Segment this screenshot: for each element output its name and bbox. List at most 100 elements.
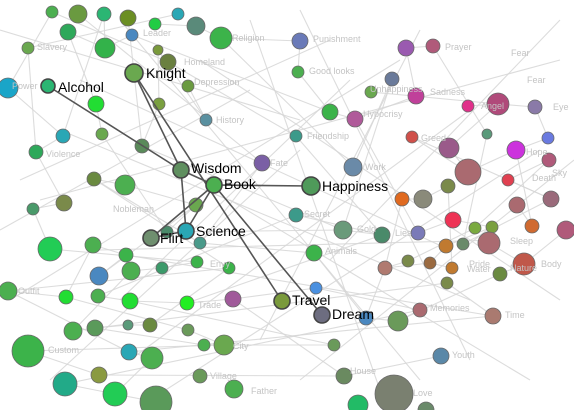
graph-node[interactable] (89, 266, 109, 286)
graph-node[interactable] (87, 95, 105, 113)
graph-node[interactable] (193, 236, 207, 250)
graph-node[interactable] (0, 77, 19, 99)
graph-node[interactable] (90, 366, 108, 384)
graph-node[interactable] (347, 394, 369, 410)
graph-node[interactable] (374, 374, 414, 410)
graph-node[interactable] (197, 338, 211, 352)
graph-node[interactable] (501, 173, 515, 187)
graph-node[interactable] (11, 334, 45, 368)
graph-node[interactable] (358, 310, 374, 326)
graph-node[interactable] (401, 254, 415, 268)
graph-node[interactable] (114, 174, 136, 196)
graph-node[interactable] (121, 261, 141, 281)
graph-node[interactable] (454, 158, 482, 186)
graph-node[interactable] (445, 261, 459, 275)
graph-node[interactable] (440, 178, 456, 194)
graph-node[interactable] (0, 281, 18, 301)
graph-node[interactable] (524, 218, 540, 234)
graph-node[interactable] (492, 266, 508, 282)
graph-node[interactable] (121, 292, 139, 310)
graph-node[interactable] (305, 244, 323, 262)
graph-node[interactable] (120, 343, 138, 361)
graph-node[interactable] (438, 137, 460, 159)
graph-node[interactable] (412, 302, 428, 318)
graph-node[interactable] (438, 238, 454, 254)
graph-node[interactable] (377, 260, 393, 276)
graph-node[interactable] (148, 17, 162, 31)
graph-node[interactable] (58, 289, 74, 305)
graph-node[interactable] (364, 85, 378, 99)
graph-node[interactable] (152, 44, 164, 56)
graph-node[interactable] (291, 65, 305, 79)
graph-node[interactable] (199, 113, 213, 127)
node-dream[interactable] (313, 306, 331, 324)
graph-node[interactable] (417, 401, 435, 410)
graph-node[interactable] (506, 140, 526, 160)
graph-node[interactable] (224, 379, 244, 399)
graph-node[interactable] (119, 9, 137, 27)
graph-node[interactable] (556, 220, 574, 240)
graph-node[interactable] (413, 189, 433, 209)
graph-node[interactable] (384, 71, 400, 87)
graph-node[interactable] (140, 346, 164, 370)
graph-node[interactable] (102, 381, 128, 407)
graph-node[interactable] (508, 196, 526, 214)
graph-node[interactable] (96, 6, 112, 22)
graph-node[interactable] (55, 128, 71, 144)
graph-node[interactable] (86, 171, 102, 187)
graph-node[interactable] (425, 38, 441, 54)
graph-node[interactable] (394, 191, 410, 207)
graph-node[interactable] (321, 103, 339, 121)
node-happiness[interactable] (301, 176, 321, 196)
graph-node[interactable] (405, 130, 419, 144)
graph-node[interactable] (456, 237, 470, 251)
graph-node[interactable] (397, 39, 415, 57)
graph-node[interactable] (186, 16, 206, 36)
graph-node[interactable] (155, 261, 169, 275)
graph-node[interactable] (288, 207, 304, 223)
graph-node[interactable] (209, 26, 233, 50)
graph-node[interactable] (541, 131, 555, 145)
node-science[interactable] (177, 222, 195, 240)
graph-node[interactable] (512, 252, 536, 276)
graph-node[interactable] (63, 321, 83, 341)
graph-node[interactable] (542, 190, 560, 208)
graph-node[interactable] (52, 371, 78, 397)
graph-node[interactable] (486, 92, 510, 116)
graph-node[interactable] (481, 128, 493, 140)
graph-node[interactable] (461, 99, 475, 113)
graph-node[interactable] (118, 247, 134, 263)
graph-node[interactable] (86, 319, 104, 337)
graph-node[interactable] (95, 127, 109, 141)
graph-node[interactable] (291, 32, 309, 50)
graph-node[interactable] (94, 37, 116, 59)
graph-node[interactable] (59, 23, 77, 41)
graph-node[interactable] (84, 236, 102, 254)
graph-node[interactable] (407, 87, 425, 105)
node-alcohol[interactable] (40, 78, 56, 94)
graph-node[interactable] (179, 295, 195, 311)
graph-node[interactable] (37, 236, 63, 262)
graph-node[interactable] (373, 226, 391, 244)
graph-node[interactable] (55, 194, 73, 212)
graph-node[interactable] (139, 385, 173, 410)
graph-node[interactable] (541, 152, 557, 168)
graph-node[interactable] (289, 129, 303, 143)
graph-node[interactable] (213, 334, 235, 356)
graph-node[interactable] (171, 7, 185, 21)
node-knight[interactable] (124, 63, 144, 83)
graph-node[interactable] (21, 41, 35, 55)
graph-node[interactable] (410, 225, 426, 241)
graph-node[interactable] (484, 307, 502, 325)
graph-node[interactable] (253, 154, 271, 172)
node-flirt[interactable] (142, 229, 160, 247)
graph-node[interactable] (125, 28, 139, 42)
graph-node[interactable] (309, 281, 323, 295)
graph-node[interactable] (333, 220, 353, 240)
graph-node[interactable] (346, 110, 364, 128)
graph-node[interactable] (335, 367, 353, 385)
graph-node[interactable] (45, 5, 59, 19)
graph-node[interactable] (90, 288, 106, 304)
graph-node[interactable] (440, 276, 454, 290)
graph-node[interactable] (159, 53, 177, 71)
